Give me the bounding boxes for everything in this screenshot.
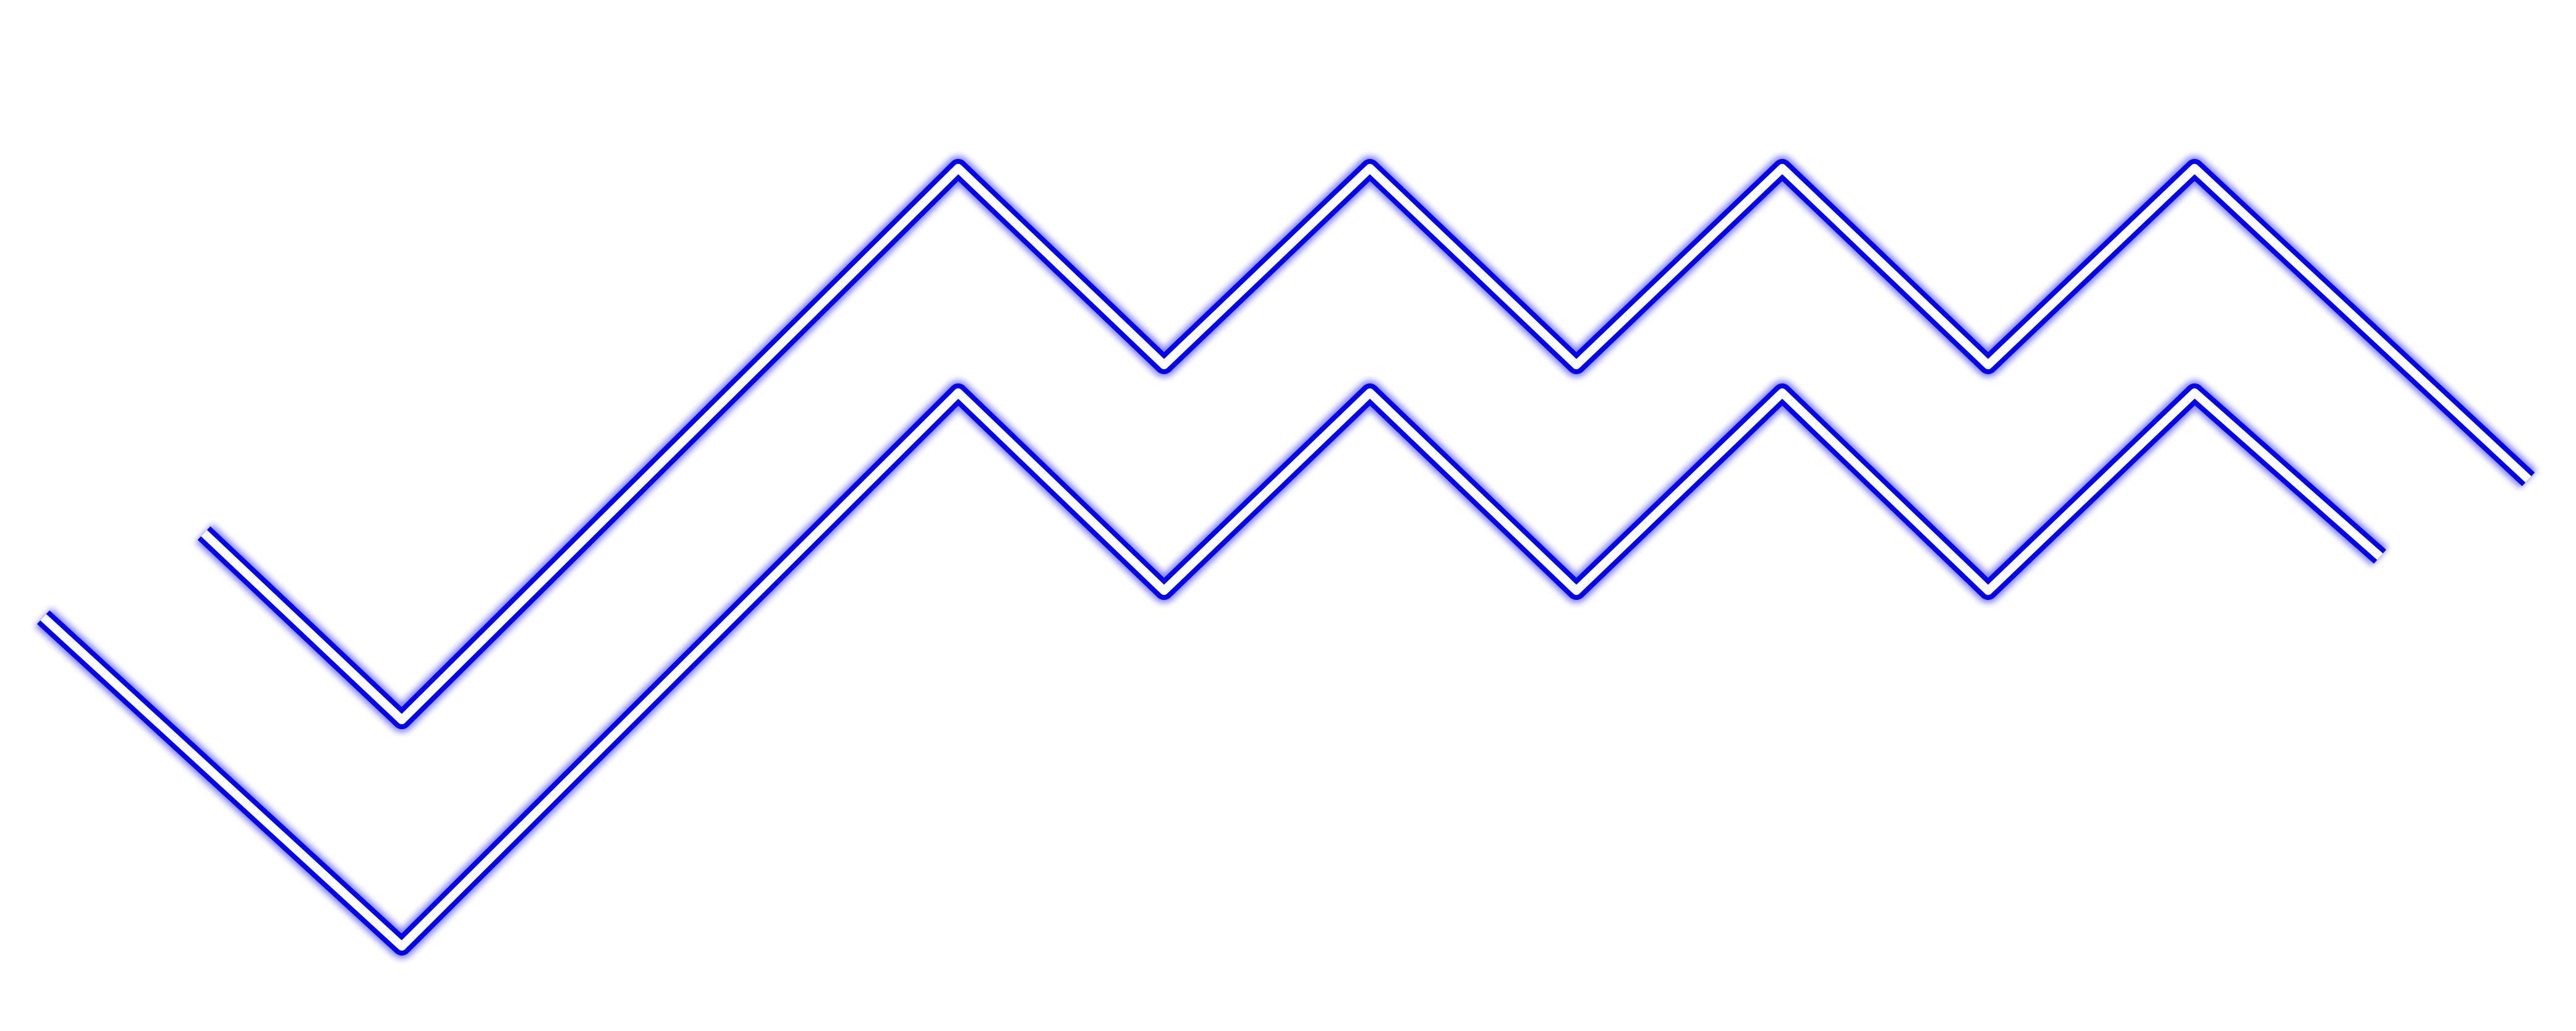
lower-zigzag-line: [35, 380, 2389, 959]
lower-zigzag-line-inner: [40, 388, 2383, 951]
lines-layer: [35, 156, 2537, 959]
upper-zigzag-line: [195, 156, 2537, 732]
upper-zigzag-line-inner: [201, 164, 2531, 724]
